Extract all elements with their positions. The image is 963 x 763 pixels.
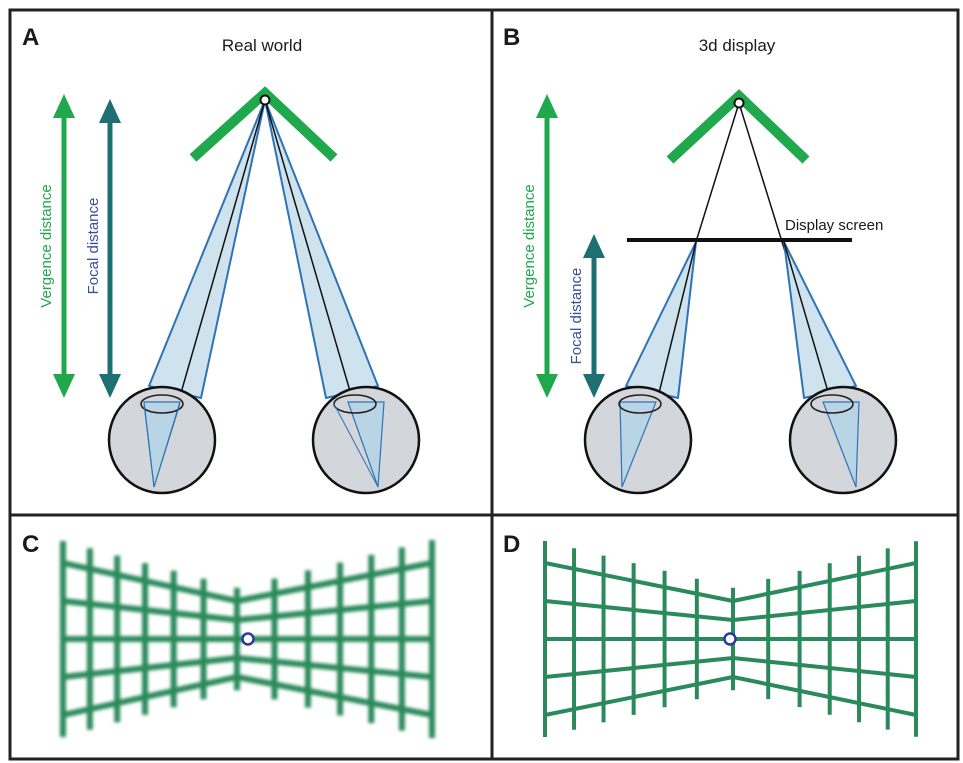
fixation-point-b — [733, 97, 745, 109]
vergence-distance-label: Vergence distance — [38, 184, 55, 307]
grid-line — [732, 599, 917, 622]
panel-a-letter: A — [22, 24, 39, 51]
grid-line — [544, 675, 734, 717]
grid-line — [732, 675, 917, 717]
panel-b-title: 3d display — [699, 36, 776, 55]
grid-line — [544, 599, 734, 622]
right-eye-b — [788, 385, 898, 495]
panel-b: B 3d display Vergence distance Focal dis… — [503, 24, 898, 495]
grid-line — [544, 561, 734, 603]
fixation-point — [259, 94, 271, 106]
left-eye-screen-cone — [625, 241, 697, 399]
right-eye — [311, 385, 421, 495]
vergence-distance-label-b: Vergence distance — [521, 184, 538, 307]
fixation-marker-c — [241, 632, 255, 646]
focal-distance-arrow — [99, 99, 121, 398]
focal-distance-arrow-b — [583, 234, 605, 398]
panel-a-title: Real world — [222, 36, 302, 55]
panel-d-letter: D — [503, 531, 520, 558]
fixation-marker-d — [723, 632, 737, 646]
sharp-grid — [543, 541, 918, 737]
grid-line — [732, 656, 917, 679]
display-screen-label: Display screen — [785, 217, 883, 234]
focal-distance-label-b: Focal distance — [568, 268, 585, 365]
panel-b-letter: B — [503, 24, 520, 51]
target-chevron-b — [666, 89, 810, 164]
vergence-distance-arrow — [53, 94, 75, 398]
focal-distance-label: Focal distance — [85, 198, 102, 295]
grid-line — [732, 561, 917, 603]
panel-c: C — [22, 531, 435, 739]
panel-a: A Real world Vergence distance Focal dis… — [22, 24, 421, 495]
left-eye-b — [583, 385, 693, 495]
blurred-grid — [60, 539, 435, 739]
panel-d: D — [503, 531, 918, 737]
panel-c-letter: C — [22, 531, 39, 558]
target-chevron — [189, 86, 338, 162]
right-eye-screen-cone — [783, 241, 857, 399]
grid-line — [544, 656, 734, 679]
left-eye — [107, 385, 217, 495]
vergence-distance-arrow-b — [536, 94, 558, 398]
panel-d-frame — [490, 513, 960, 761]
